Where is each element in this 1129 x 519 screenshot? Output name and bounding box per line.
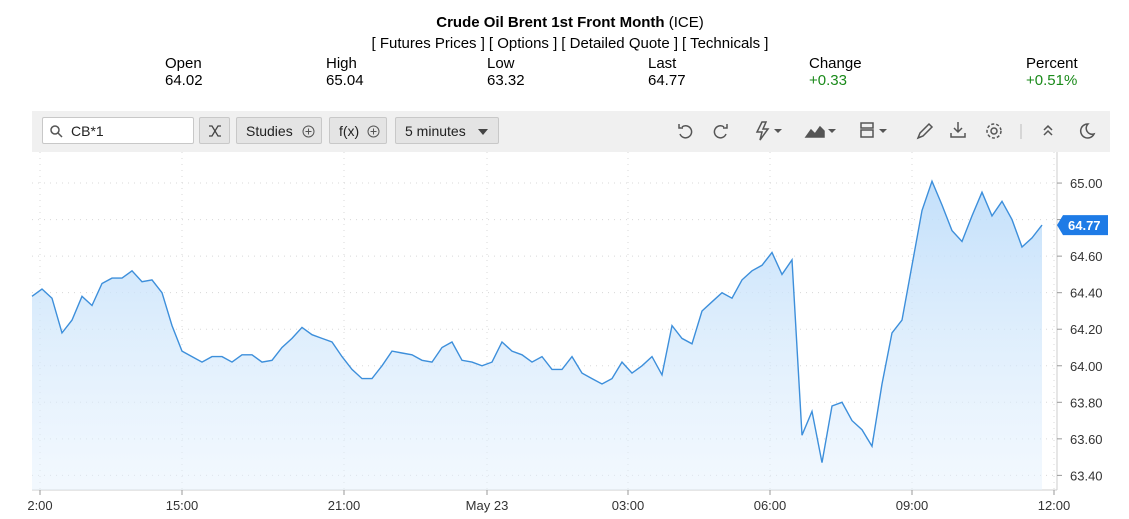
- y-tick-label: 63.80: [1070, 395, 1103, 410]
- events[interactable]: [755, 121, 782, 141]
- quote-item: High 65.04: [326, 55, 364, 89]
- last-price-tag: [1057, 215, 1108, 236]
- x-tick-label: 06:00: [754, 498, 787, 513]
- y-tick-label: 64.60: [1070, 249, 1103, 264]
- quote-value: +0.33: [809, 72, 847, 89]
- theme[interactable]: [1079, 123, 1096, 139]
- price-line: [31, 179, 1043, 463]
- exchange: (ICE): [668, 14, 704, 31]
- quote-value: +0.51%: [1026, 72, 1078, 89]
- shuffle-icon: [209, 125, 221, 137]
- y-tick-label: 64.00: [1070, 359, 1103, 374]
- x-tick-label: 21:00: [328, 498, 361, 513]
- quote-label: Change: [809, 55, 862, 72]
- draw[interactable]: [916, 122, 934, 140]
- nav-link[interactable]: [ Detailed Quote ]: [561, 35, 679, 52]
- y-tick-label: 65.00: [1070, 176, 1103, 191]
- x-tick-label: May 23: [466, 498, 509, 513]
- x-tick-label: 12:00: [1038, 498, 1071, 513]
- x-tick-label: 03:00: [612, 498, 645, 513]
- title: Crude Oil Brent 1st Front Month (ICE): [0, 14, 1129, 31]
- x-tick-label: 15:00: [166, 498, 199, 513]
- tool-icons: [678, 121, 1096, 141]
- quote-label: High: [326, 55, 357, 72]
- quote-label: Last: [648, 55, 677, 72]
- fx-label: f(x): [339, 123, 360, 139]
- links: [ Futures Prices ][ Options ][ Detailed …: [0, 35, 1129, 52]
- symbol: CB*1: [71, 123, 104, 139]
- settings[interactable]: [986, 123, 1002, 139]
- studies-label: Studies: [246, 123, 293, 139]
- quote-value: 63.32: [487, 72, 525, 89]
- search-icon: [50, 125, 63, 138]
- quote-value: 65.04: [326, 72, 364, 89]
- nav-link[interactable]: [ Futures Prices ]: [371, 35, 485, 52]
- instrument: Crude Oil Brent 1st Front Month: [436, 14, 665, 31]
- y-tick-label: 63.40: [1070, 468, 1103, 483]
- layout[interactable]: [860, 122, 887, 138]
- quote-item: Last 64.77: [648, 55, 686, 89]
- y-tick-label: 64.40: [1070, 286, 1103, 301]
- quote-item: Percent +0.51%: [1026, 55, 1078, 89]
- quote-value: 64.02: [165, 72, 203, 89]
- y-tick-label: 63.60: [1070, 432, 1103, 447]
- x-tick-label: 2:00: [27, 498, 52, 513]
- compare-button[interactable]: [199, 117, 230, 144]
- chart: 63.4063.6063.8064.0064.2064.4064.6064.80…: [27, 152, 1108, 513]
- caret: [478, 129, 488, 135]
- chart-type[interactable]: [804, 125, 836, 138]
- y-tick-label: 64.20: [1070, 322, 1103, 337]
- quote-label: Percent: [1026, 55, 1078, 72]
- plus-icon: [367, 125, 380, 138]
- nav-link[interactable]: [ Technicals ]: [682, 35, 769, 52]
- undo[interactable]: [678, 124, 693, 139]
- quote-value: 64.77: [648, 72, 686, 89]
- interval-select[interactable]: 5 minutes: [395, 117, 499, 144]
- quote-item: Low 63.32: [487, 55, 525, 89]
- collapse[interactable]: [1043, 124, 1053, 136]
- interval: 5 minutes: [405, 123, 466, 139]
- symbol-input[interactable]: CB*1: [42, 117, 194, 144]
- fx-button[interactable]: f(x): [329, 117, 387, 144]
- quote-label: Open: [165, 55, 202, 72]
- studies-button[interactable]: Studies: [236, 117, 322, 144]
- last-price-label: 64.77: [1068, 218, 1101, 233]
- toolbar: CB*1 Studies f(x) 5 minutes: [32, 111, 1110, 152]
- area: [32, 181, 1042, 490]
- plus-icon: [302, 125, 315, 138]
- download[interactable]: [950, 122, 966, 138]
- quote-item: Open 64.02: [165, 55, 203, 89]
- x-tick-label: 09:00: [896, 498, 929, 513]
- redo[interactable]: [713, 124, 728, 139]
- nav-link[interactable]: [ Options ]: [488, 35, 558, 52]
- quote-label: Low: [487, 55, 515, 72]
- quote-item: Change +0.33: [809, 55, 862, 89]
